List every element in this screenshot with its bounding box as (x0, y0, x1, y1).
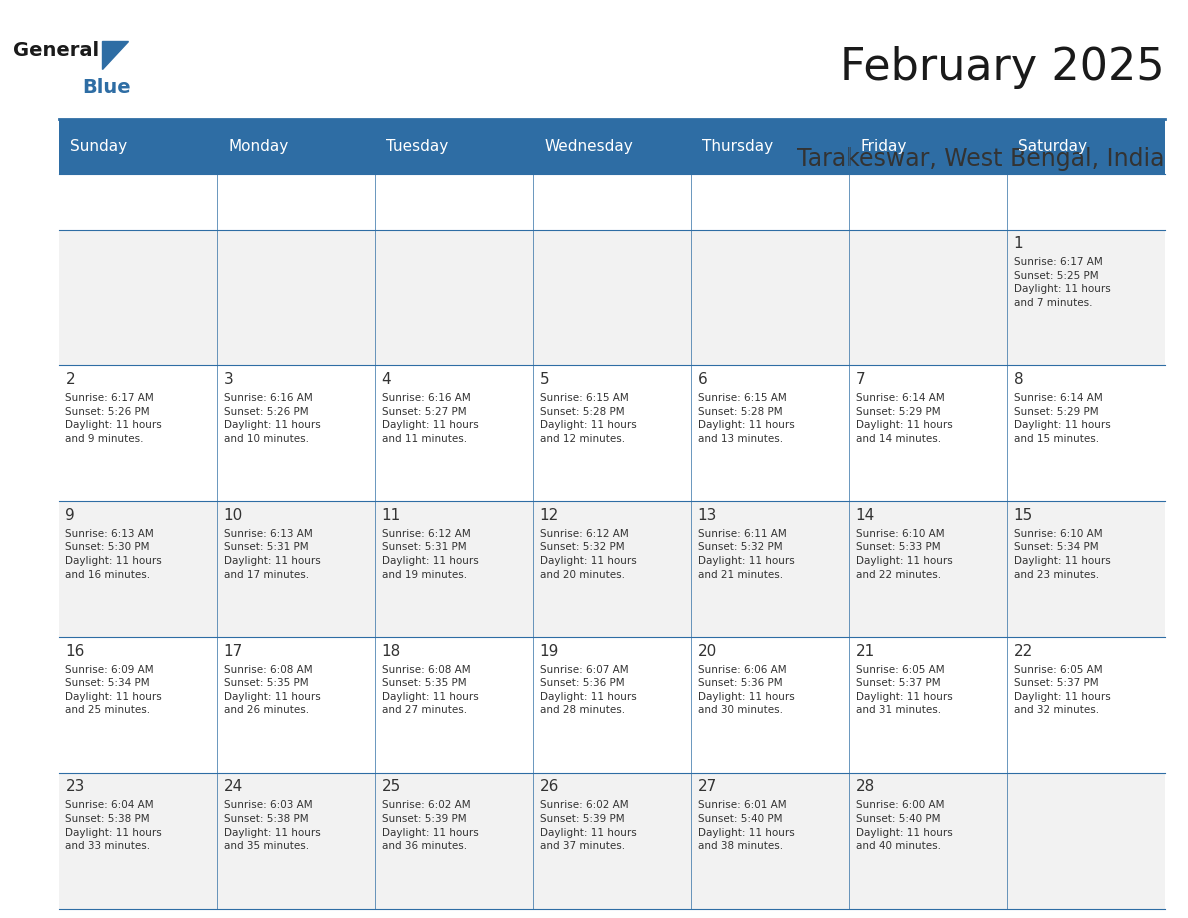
Text: 18: 18 (381, 644, 400, 658)
Text: Thursday: Thursday (702, 140, 773, 154)
Text: 22: 22 (1013, 644, 1034, 658)
Text: Sunrise: 6:13 AM
Sunset: 5:31 PM
Daylight: 11 hours
and 17 minutes.: Sunrise: 6:13 AM Sunset: 5:31 PM Dayligh… (223, 529, 321, 579)
Text: Sunrise: 6:08 AM
Sunset: 5:35 PM
Daylight: 11 hours
and 26 minutes.: Sunrise: 6:08 AM Sunset: 5:35 PM Dayligh… (223, 665, 321, 715)
Text: Sunrise: 6:15 AM
Sunset: 5:28 PM
Daylight: 11 hours
and 12 minutes.: Sunrise: 6:15 AM Sunset: 5:28 PM Dayligh… (539, 393, 637, 443)
Text: Sunrise: 6:10 AM
Sunset: 5:34 PM
Daylight: 11 hours
and 23 minutes.: Sunrise: 6:10 AM Sunset: 5:34 PM Dayligh… (1013, 529, 1111, 579)
Bar (58, 230, 1165, 365)
Text: 17: 17 (223, 644, 242, 658)
Text: 7: 7 (855, 372, 865, 386)
Text: 14: 14 (855, 508, 876, 522)
Text: Wednesday: Wednesday (544, 140, 633, 154)
Text: Sunrise: 6:08 AM
Sunset: 5:35 PM
Daylight: 11 hours
and 27 minutes.: Sunrise: 6:08 AM Sunset: 5:35 PM Dayligh… (381, 665, 479, 715)
Bar (58, 501, 1165, 637)
Text: Sunrise: 6:09 AM
Sunset: 5:34 PM
Daylight: 11 hours
and 25 minutes.: Sunrise: 6:09 AM Sunset: 5:34 PM Dayligh… (65, 665, 163, 715)
Text: 12: 12 (539, 508, 558, 522)
Text: 26: 26 (539, 779, 560, 794)
Text: Tarakeswar, West Bengal, India: Tarakeswar, West Bengal, India (797, 147, 1165, 171)
Text: 8: 8 (1013, 372, 1023, 386)
Text: Monday: Monday (228, 140, 289, 154)
Text: General: General (13, 41, 99, 61)
Text: 5: 5 (539, 372, 549, 386)
Text: Friday: Friday (860, 140, 906, 154)
Text: 13: 13 (697, 508, 718, 522)
Text: Sunrise: 6:05 AM
Sunset: 5:37 PM
Daylight: 11 hours
and 31 minutes.: Sunrise: 6:05 AM Sunset: 5:37 PM Dayligh… (855, 665, 953, 715)
Text: Sunrise: 6:17 AM
Sunset: 5:25 PM
Daylight: 11 hours
and 7 minutes.: Sunrise: 6:17 AM Sunset: 5:25 PM Dayligh… (1013, 257, 1111, 308)
Text: Sunrise: 6:00 AM
Sunset: 5:40 PM
Daylight: 11 hours
and 40 minutes.: Sunrise: 6:00 AM Sunset: 5:40 PM Dayligh… (855, 800, 953, 851)
Text: Sunrise: 6:15 AM
Sunset: 5:28 PM
Daylight: 11 hours
and 13 minutes.: Sunrise: 6:15 AM Sunset: 5:28 PM Dayligh… (697, 393, 795, 443)
Text: 15: 15 (1013, 508, 1034, 522)
Bar (58, 365, 1165, 501)
Text: Sunrise: 6:05 AM
Sunset: 5:37 PM
Daylight: 11 hours
and 32 minutes.: Sunrise: 6:05 AM Sunset: 5:37 PM Dayligh… (1013, 665, 1111, 715)
Text: Sunrise: 6:14 AM
Sunset: 5:29 PM
Daylight: 11 hours
and 15 minutes.: Sunrise: 6:14 AM Sunset: 5:29 PM Dayligh… (1013, 393, 1111, 443)
Text: Sunrise: 6:03 AM
Sunset: 5:38 PM
Daylight: 11 hours
and 35 minutes.: Sunrise: 6:03 AM Sunset: 5:38 PM Dayligh… (223, 800, 321, 851)
Text: Sunrise: 6:01 AM
Sunset: 5:40 PM
Daylight: 11 hours
and 38 minutes.: Sunrise: 6:01 AM Sunset: 5:40 PM Dayligh… (697, 800, 795, 851)
Text: 6: 6 (697, 372, 707, 386)
Text: Sunrise: 6:13 AM
Sunset: 5:30 PM
Daylight: 11 hours
and 16 minutes.: Sunrise: 6:13 AM Sunset: 5:30 PM Dayligh… (65, 529, 163, 579)
Text: 16: 16 (65, 644, 84, 658)
Text: 21: 21 (855, 644, 876, 658)
Text: 9: 9 (65, 508, 75, 522)
Bar (58, 637, 1165, 773)
Text: 28: 28 (855, 779, 876, 794)
Text: 3: 3 (223, 372, 233, 386)
Text: Sunrise: 6:16 AM
Sunset: 5:27 PM
Daylight: 11 hours
and 11 minutes.: Sunrise: 6:16 AM Sunset: 5:27 PM Dayligh… (381, 393, 479, 443)
Text: Blue: Blue (82, 78, 131, 97)
Text: Sunrise: 6:06 AM
Sunset: 5:36 PM
Daylight: 11 hours
and 30 minutes.: Sunrise: 6:06 AM Sunset: 5:36 PM Dayligh… (697, 665, 795, 715)
Text: Sunrise: 6:02 AM
Sunset: 5:39 PM
Daylight: 11 hours
and 37 minutes.: Sunrise: 6:02 AM Sunset: 5:39 PM Dayligh… (539, 800, 637, 851)
Text: Sunday: Sunday (70, 140, 127, 154)
Text: Sunrise: 6:16 AM
Sunset: 5:26 PM
Daylight: 11 hours
and 10 minutes.: Sunrise: 6:16 AM Sunset: 5:26 PM Dayligh… (223, 393, 321, 443)
Text: 4: 4 (381, 372, 391, 386)
Text: 20: 20 (697, 644, 716, 658)
Text: Sunrise: 6:02 AM
Sunset: 5:39 PM
Daylight: 11 hours
and 36 minutes.: Sunrise: 6:02 AM Sunset: 5:39 PM Dayligh… (381, 800, 479, 851)
Text: 10: 10 (223, 508, 242, 522)
Text: Sunrise: 6:11 AM
Sunset: 5:32 PM
Daylight: 11 hours
and 21 minutes.: Sunrise: 6:11 AM Sunset: 5:32 PM Dayligh… (697, 529, 795, 579)
Text: Sunrise: 6:12 AM
Sunset: 5:32 PM
Daylight: 11 hours
and 20 minutes.: Sunrise: 6:12 AM Sunset: 5:32 PM Dayligh… (539, 529, 637, 579)
Text: 23: 23 (65, 779, 84, 794)
Text: Sunrise: 6:17 AM
Sunset: 5:26 PM
Daylight: 11 hours
and 9 minutes.: Sunrise: 6:17 AM Sunset: 5:26 PM Dayligh… (65, 393, 163, 443)
Text: 25: 25 (381, 779, 400, 794)
Text: Sunrise: 6:04 AM
Sunset: 5:38 PM
Daylight: 11 hours
and 33 minutes.: Sunrise: 6:04 AM Sunset: 5:38 PM Dayligh… (65, 800, 163, 851)
Bar (58, 119, 1165, 174)
Text: Sunrise: 6:14 AM
Sunset: 5:29 PM
Daylight: 11 hours
and 14 minutes.: Sunrise: 6:14 AM Sunset: 5:29 PM Dayligh… (855, 393, 953, 443)
Text: 1: 1 (1013, 236, 1023, 251)
Text: 19: 19 (539, 644, 560, 658)
Text: 11: 11 (381, 508, 400, 522)
Text: Tuesday: Tuesday (386, 140, 448, 154)
Text: 27: 27 (697, 779, 716, 794)
Polygon shape (102, 41, 127, 69)
Text: 2: 2 (65, 372, 75, 386)
Text: Sunrise: 6:10 AM
Sunset: 5:33 PM
Daylight: 11 hours
and 22 minutes.: Sunrise: 6:10 AM Sunset: 5:33 PM Dayligh… (855, 529, 953, 579)
Bar (58, 773, 1165, 909)
Text: Sunrise: 6:12 AM
Sunset: 5:31 PM
Daylight: 11 hours
and 19 minutes.: Sunrise: 6:12 AM Sunset: 5:31 PM Dayligh… (381, 529, 479, 579)
Text: 24: 24 (223, 779, 242, 794)
Text: February 2025: February 2025 (840, 46, 1165, 89)
Text: Saturday: Saturday (1018, 140, 1087, 154)
Text: Sunrise: 6:07 AM
Sunset: 5:36 PM
Daylight: 11 hours
and 28 minutes.: Sunrise: 6:07 AM Sunset: 5:36 PM Dayligh… (539, 665, 637, 715)
